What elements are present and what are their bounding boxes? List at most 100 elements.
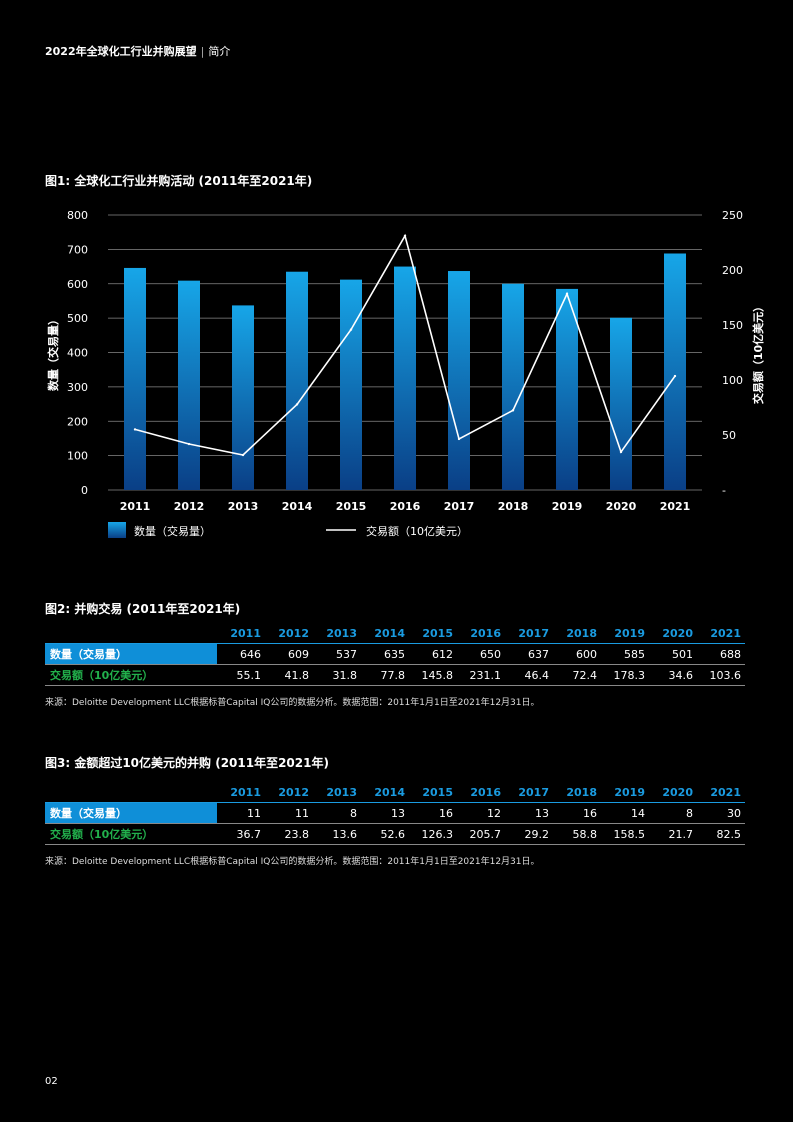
page-number: 02 <box>45 1076 58 1087</box>
year-header: 2013 <box>326 786 357 799</box>
y-right-tick-label: 250 <box>722 209 743 222</box>
line-point <box>133 428 137 431</box>
x-tick-label: 2016 <box>390 500 421 513</box>
bar <box>610 317 632 490</box>
line-point <box>187 442 191 446</box>
table-cell: 650 <box>457 643 505 665</box>
year-header: 2019 <box>614 786 645 799</box>
table-cell: 52.6 <box>361 823 409 845</box>
table-cell: 31.8 <box>313 664 361 686</box>
table-cell: 72.4 <box>553 664 601 686</box>
table-cell: 11 <box>217 802 265 824</box>
table-cell: 612 <box>409 643 457 665</box>
row-label: 交易额（10亿美元） <box>45 664 217 686</box>
table-cell: 34.6 <box>649 664 697 686</box>
header-separator: | <box>200 45 205 58</box>
table-cell: 205.7 <box>457 823 505 845</box>
section-name: 简介 <box>208 45 231 58</box>
table-row: 交易额（10亿美元） 36.7 23.8 13.6 52.6 126.3 205.7 29.2… <box>45 823 745 845</box>
year-header: 2019 <box>614 627 645 640</box>
table-cell: 231.1 <box>457 664 505 686</box>
table-cell: 600 <box>553 643 601 665</box>
year-header: 2011 <box>230 627 261 640</box>
year-header: 2014 <box>374 786 405 799</box>
table-cell: 13.6 <box>313 823 361 845</box>
figure2-source: 来源：Deloitte Development LLC根据标普Capital I… <box>45 698 540 708</box>
table-row: 数量（交易量） 646 609 537 635 612 650 637 600 585 501 688 <box>45 643 745 665</box>
table-cell: 21.7 <box>649 823 697 845</box>
y-tick-label: 800 <box>67 209 88 222</box>
year-header: 2016 <box>470 627 501 640</box>
bar <box>340 279 362 490</box>
year-header: 2020 <box>662 627 693 640</box>
legend-bar-label: 数量（交易量） <box>134 524 211 538</box>
legend-line-label: 交易额（10亿美元） <box>366 524 468 538</box>
year-header: 2012 <box>278 786 309 799</box>
table-cell: 178.3 <box>601 664 649 686</box>
bar <box>448 271 470 490</box>
table-cell: 41.8 <box>265 664 313 686</box>
table-cell: 635 <box>361 643 409 665</box>
line-point <box>457 437 461 441</box>
line-point <box>403 234 407 237</box>
year-header: 2012 <box>278 627 309 640</box>
line-point <box>673 374 677 378</box>
y-tick-label: 500 <box>67 312 88 325</box>
table-header-row: 2011 2012 2013 2014 2015 2016 2017 2018 2019 2020… <box>45 624 745 644</box>
y-right-tick-label: 200 <box>722 264 743 277</box>
y-tick-label: 400 <box>67 347 88 360</box>
table-cell: 14 <box>601 802 649 824</box>
figure1-title: 图1: 全球化工行业并购活动 (2011年至2021年) <box>45 174 313 188</box>
row-label: 数量（交易量） <box>45 802 217 824</box>
year-header: 2018 <box>566 627 597 640</box>
line-point <box>511 409 515 412</box>
table-cell: 688 <box>697 643 745 665</box>
table-cell: 126.3 <box>409 823 457 845</box>
table-cell: 646 <box>217 643 265 665</box>
year-header: 2011 <box>230 786 261 799</box>
year-header: 2021 <box>710 786 741 799</box>
year-header: 2013 <box>326 627 357 640</box>
year-header: 2017 <box>518 627 549 640</box>
x-tick-label: 2012 <box>174 500 205 513</box>
table-cell: 82.5 <box>697 823 745 845</box>
year-header: 2021 <box>710 627 741 640</box>
table-cell: 8 <box>649 802 697 824</box>
table-cell: 103.6 <box>697 664 745 686</box>
bar <box>502 283 524 490</box>
table-cell: 145.8 <box>409 664 457 686</box>
line-point <box>619 450 623 454</box>
ma-deals-table: 2011 2012 2013 2014 2015 2016 2017 2018 2019 2020… <box>45 624 745 686</box>
table-row: 数量（交易量） 11 11 8 13 16 12 13 16 14 8 30 <box>45 802 745 824</box>
bar <box>232 305 254 490</box>
table-cell: 585 <box>601 643 649 665</box>
table-cell: 29.2 <box>505 823 553 845</box>
y-tick-label: 700 <box>67 243 88 256</box>
ma-activity-chart: 0 100 200 300 400 500 600 700 800 - 50 100 150 200 250… <box>46 209 765 538</box>
line-point <box>565 292 569 296</box>
bar <box>556 288 578 490</box>
x-tick-label: 2017 <box>444 500 475 513</box>
table-cell: 158.5 <box>601 823 649 845</box>
year-header: 2016 <box>470 786 501 799</box>
year-header: 2015 <box>422 627 453 640</box>
table-cell: 16 <box>409 802 457 824</box>
y-tick-label: 100 <box>67 450 88 463</box>
x-tick-label: 2011 <box>120 500 151 513</box>
table-header-row: 2011 2012 2013 2014 2015 2016 2017 2018 2019 2020… <box>45 783 745 803</box>
y-tick-label: 600 <box>67 278 88 291</box>
table-cell: 58.8 <box>553 823 601 845</box>
year-header: 2017 <box>518 786 549 799</box>
y-tick-label: 300 <box>67 381 88 394</box>
x-tick-label: 2019 <box>552 500 583 513</box>
row-label: 数量（交易量） <box>45 643 217 665</box>
year-header: 2018 <box>566 786 597 799</box>
bar <box>286 271 308 490</box>
table-row: 交易额（10亿美元） 55.1 41.8 31.8 77.8 145.8 231.1 46.4… <box>45 664 745 686</box>
line-point <box>295 403 299 406</box>
figure3-source: 来源：Deloitte Development LLC根据标普Capital I… <box>45 857 540 867</box>
page-header: 2022年全球化工行业并购展望 | 简介 <box>45 43 230 59</box>
y-right-tick-label: 50 <box>722 429 736 442</box>
table-cell: 46.4 <box>505 664 553 686</box>
figure3-title: 图3: 金额超过10亿美元的并购 (2011年至2021年) <box>45 756 329 770</box>
